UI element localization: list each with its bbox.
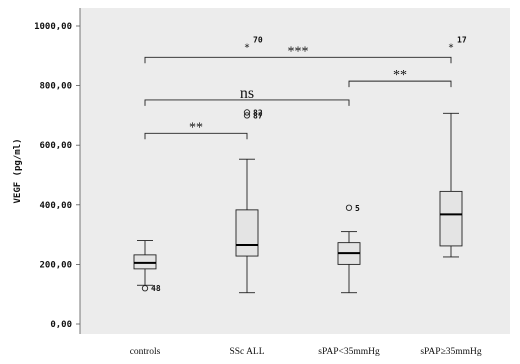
y-axis-title: VEGF (pg/ml) bbox=[13, 138, 23, 203]
box-iqr bbox=[133, 254, 157, 270]
outlier-label: 17 bbox=[457, 35, 467, 44]
outlier-star: * bbox=[449, 42, 454, 53]
plot-area bbox=[80, 8, 510, 334]
y-ticks: 0,00 200,00 400,00 600,00 800,00 1000,00 bbox=[34, 22, 80, 330]
significance-annotations: *******ns bbox=[144, 44, 452, 140]
significance-bracket bbox=[348, 80, 452, 88]
y-tick-label: 800,00 bbox=[39, 82, 72, 92]
outlier-label: 70 bbox=[253, 35, 263, 44]
box-iqr bbox=[235, 209, 259, 257]
outlier-label: 5 bbox=[355, 204, 360, 213]
significance-bracket bbox=[144, 56, 452, 64]
y-tick-label: 200,00 bbox=[39, 260, 72, 270]
box-3: *17 bbox=[439, 35, 467, 258]
y-tick-label: 600,00 bbox=[39, 141, 72, 151]
box-iqr bbox=[439, 190, 463, 247]
outlier-circle bbox=[243, 109, 251, 116]
x-category-label: sPAP≥35mmHg bbox=[420, 347, 482, 357]
outlier-circle bbox=[243, 112, 251, 119]
x-category-label: controls bbox=[130, 347, 161, 357]
y-tick-label: 0,00 bbox=[50, 320, 72, 330]
x-category-label: sPAP<35mmHg bbox=[318, 347, 380, 357]
y-tick-label: 1000,00 bbox=[34, 22, 72, 32]
outlier-label: 82 bbox=[253, 108, 263, 117]
significance-bracket bbox=[144, 99, 350, 106]
significance-label: ** bbox=[393, 68, 407, 83]
box-2: 5 bbox=[337, 204, 361, 294]
category-labels: controls SSc ALL sPAP<35mmHg sPAP≥35mmHg bbox=[130, 347, 482, 357]
outlier-circle bbox=[345, 204, 353, 211]
outlier-label: 48 bbox=[151, 284, 161, 293]
x-category-label: SSc ALL bbox=[229, 347, 264, 357]
box-0: 48 bbox=[133, 240, 161, 293]
outlier-label: 87 bbox=[253, 111, 263, 120]
outlier-circle bbox=[141, 285, 149, 292]
significance-label: ** bbox=[189, 120, 203, 135]
significance-label: *** bbox=[288, 44, 309, 59]
significance-bracket bbox=[144, 132, 248, 140]
y-tick-label: 400,00 bbox=[39, 201, 72, 211]
significance-label: ns bbox=[240, 85, 254, 102]
outlier-star: * bbox=[245, 42, 250, 53]
